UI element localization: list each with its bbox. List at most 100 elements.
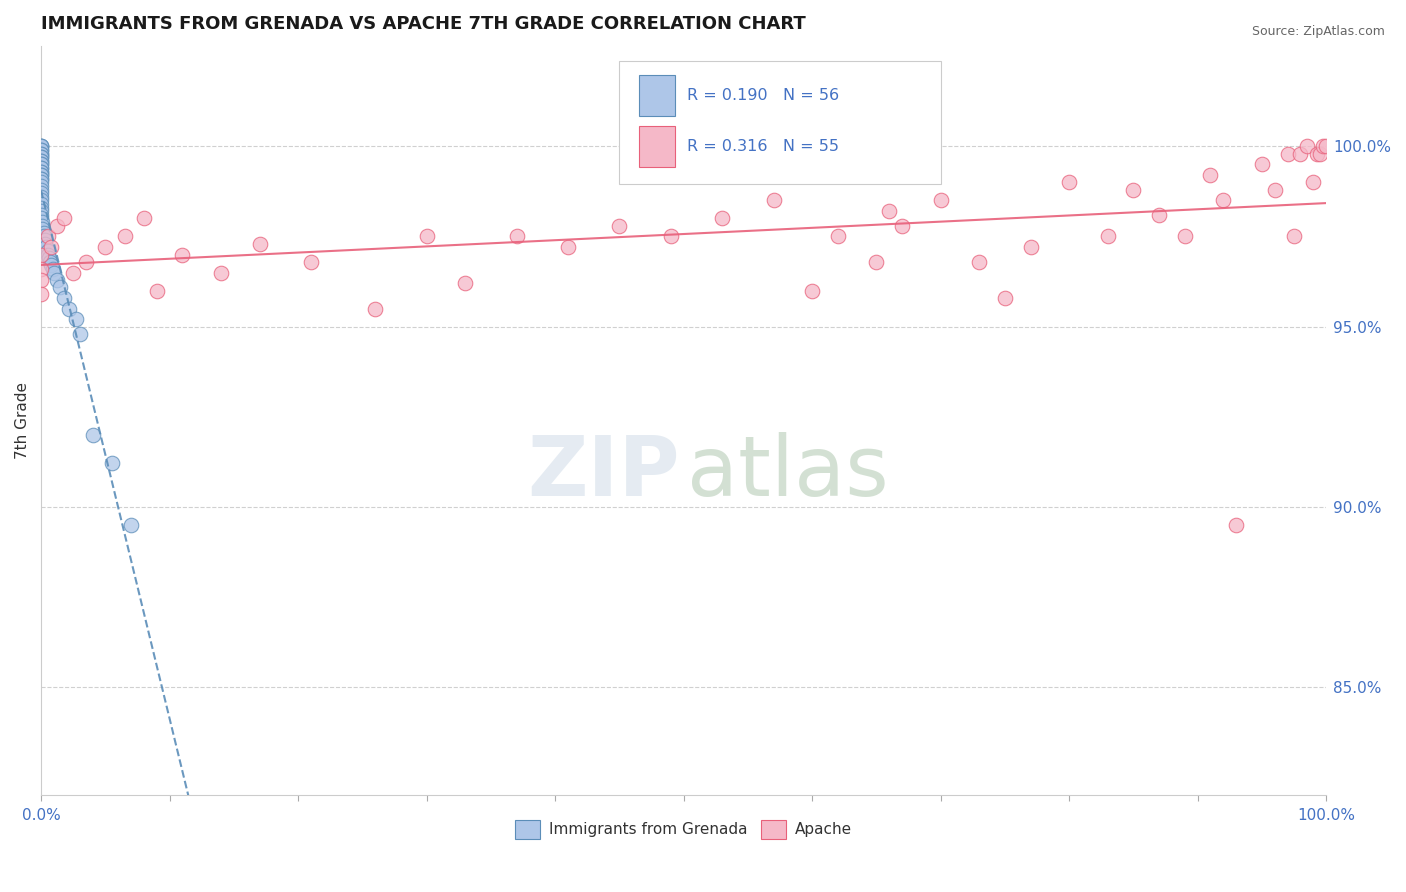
Point bbox=[132, 211, 155, 226]
Point bbox=[929, 194, 952, 208]
Point bbox=[1312, 139, 1334, 153]
FancyBboxPatch shape bbox=[638, 75, 675, 117]
Point bbox=[41, 261, 63, 276]
Point bbox=[30, 197, 52, 211]
Point bbox=[41, 240, 63, 254]
Point bbox=[101, 456, 124, 470]
Point bbox=[30, 153, 52, 168]
Point bbox=[967, 254, 990, 268]
Point bbox=[30, 179, 52, 194]
Point bbox=[37, 247, 59, 261]
Point bbox=[49, 280, 72, 294]
Point bbox=[58, 301, 80, 316]
Point bbox=[607, 219, 630, 233]
FancyBboxPatch shape bbox=[638, 126, 675, 168]
Point bbox=[891, 219, 914, 233]
Point bbox=[1306, 146, 1329, 161]
Point bbox=[30, 169, 52, 183]
Point bbox=[1250, 157, 1272, 171]
Point bbox=[299, 254, 322, 268]
Point bbox=[30, 211, 52, 226]
Point bbox=[1199, 169, 1222, 183]
Point bbox=[1302, 176, 1324, 190]
Point bbox=[31, 219, 53, 233]
Point bbox=[1264, 183, 1286, 197]
Point bbox=[1147, 208, 1170, 222]
Point bbox=[30, 157, 52, 171]
Text: R = 0.316   N = 55: R = 0.316 N = 55 bbox=[688, 139, 839, 154]
Point bbox=[249, 236, 271, 251]
Point bbox=[1282, 229, 1305, 244]
Point bbox=[801, 284, 824, 298]
Point bbox=[30, 164, 52, 178]
Point bbox=[30, 143, 52, 157]
Point bbox=[1277, 146, 1299, 161]
Point bbox=[827, 229, 849, 244]
Point bbox=[30, 139, 52, 153]
Point bbox=[30, 273, 52, 287]
Point bbox=[82, 427, 104, 442]
Point bbox=[30, 247, 52, 261]
Point bbox=[30, 146, 52, 161]
Point bbox=[1289, 146, 1312, 161]
Point bbox=[31, 222, 53, 236]
Text: Immigrants from Grenada: Immigrants from Grenada bbox=[548, 822, 747, 837]
Point bbox=[35, 240, 58, 254]
Point bbox=[145, 284, 167, 298]
Point bbox=[42, 265, 65, 279]
Point bbox=[30, 172, 52, 186]
Text: R = 0.190   N = 56: R = 0.190 N = 56 bbox=[688, 88, 839, 103]
Point bbox=[30, 164, 52, 178]
Point bbox=[30, 186, 52, 201]
Text: Source: ZipAtlas.com: Source: ZipAtlas.com bbox=[1251, 25, 1385, 38]
Point bbox=[41, 258, 63, 272]
Text: ZIP: ZIP bbox=[527, 432, 679, 513]
Point bbox=[30, 172, 52, 186]
Point bbox=[39, 254, 62, 268]
Point bbox=[45, 273, 67, 287]
Point bbox=[30, 143, 52, 157]
Point bbox=[65, 312, 87, 326]
Point bbox=[762, 194, 785, 208]
Point bbox=[30, 139, 52, 153]
Text: IMMIGRANTS FROM GRENADA VS APACHE 7TH GRADE CORRELATION CHART: IMMIGRANTS FROM GRENADA VS APACHE 7TH GR… bbox=[41, 15, 806, 33]
Point bbox=[30, 161, 52, 175]
Point bbox=[172, 247, 194, 261]
Point bbox=[1019, 240, 1042, 254]
Point bbox=[37, 244, 59, 258]
Point bbox=[30, 157, 52, 171]
Point bbox=[34, 233, 56, 247]
Point bbox=[37, 229, 59, 244]
Point bbox=[1212, 194, 1234, 208]
Point bbox=[659, 229, 682, 244]
Point bbox=[30, 204, 52, 219]
Point bbox=[30, 190, 52, 204]
Point bbox=[53, 291, 76, 305]
Point bbox=[877, 204, 900, 219]
Point bbox=[505, 229, 527, 244]
Point bbox=[94, 240, 117, 254]
Point bbox=[34, 236, 56, 251]
Point bbox=[1309, 146, 1331, 161]
FancyBboxPatch shape bbox=[619, 61, 941, 185]
Point bbox=[994, 291, 1017, 305]
Point bbox=[30, 150, 52, 164]
Point bbox=[31, 215, 53, 229]
Point bbox=[45, 219, 67, 233]
Point bbox=[30, 176, 52, 190]
Point bbox=[32, 226, 55, 240]
Point bbox=[30, 194, 52, 208]
Point bbox=[1057, 176, 1080, 190]
Point bbox=[30, 169, 52, 183]
Point bbox=[30, 161, 52, 175]
Y-axis label: 7th Grade: 7th Grade bbox=[15, 382, 30, 458]
Point bbox=[30, 146, 52, 161]
Point bbox=[711, 211, 734, 226]
Point bbox=[32, 229, 55, 244]
Point bbox=[30, 183, 52, 197]
Text: atlas: atlas bbox=[688, 432, 889, 513]
Point bbox=[38, 251, 60, 265]
Point bbox=[69, 326, 91, 341]
Point bbox=[415, 229, 437, 244]
Point bbox=[1225, 517, 1247, 532]
